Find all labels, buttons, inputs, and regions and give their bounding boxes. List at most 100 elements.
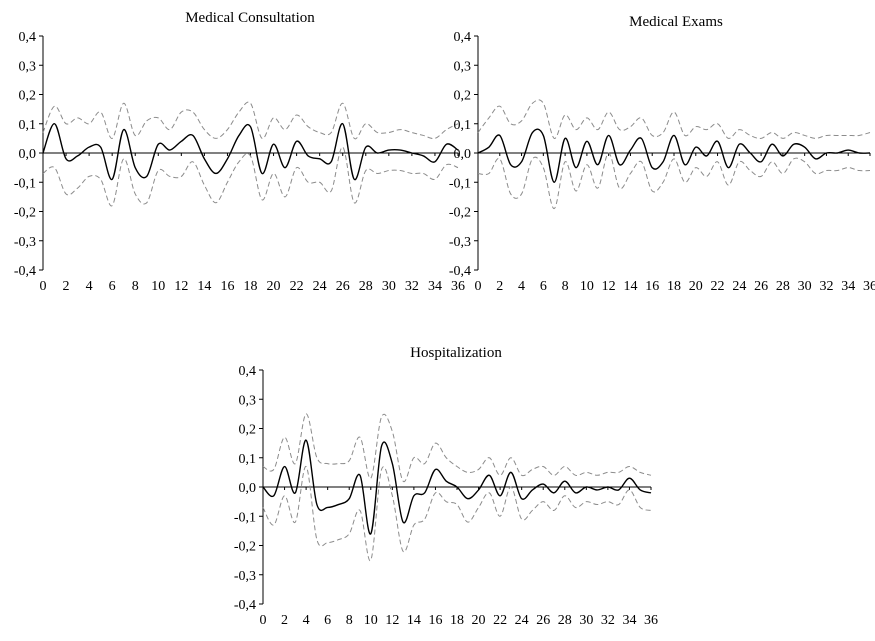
x-tick-label: 6 — [324, 613, 331, 628]
x-tick-label: 22 — [711, 279, 725, 294]
y-tick-label: -0,3 — [234, 569, 256, 584]
x-tick-label: 26 — [536, 613, 550, 628]
x-tick-label: 36 — [863, 279, 875, 294]
x-tick-label: 12 — [385, 613, 399, 628]
x-tick-label: 10 — [364, 613, 378, 628]
y-tick-label: 0,0 — [454, 147, 472, 162]
x-tick-label: 16 — [645, 279, 659, 294]
x-tick-label: 12 — [602, 279, 616, 294]
y-tick-label: -0,1 — [234, 510, 256, 525]
chart-title: Medical Exams — [629, 14, 723, 30]
x-tick-label: 2 — [63, 279, 70, 294]
x-tick-label: 34 — [622, 613, 636, 628]
impulse-response-line — [262, 439, 652, 535]
x-tick-label: 34 — [841, 279, 855, 294]
y-tick-label: 0,1 — [239, 452, 257, 467]
x-tick-label: 36 — [451, 279, 465, 294]
x-tick-label: 32 — [405, 279, 419, 294]
x-tick-label: 28 — [558, 613, 572, 628]
x-tick-label: 8 — [562, 279, 569, 294]
y-tick-label: -0,4 — [449, 264, 471, 279]
x-tick-label: 24 — [732, 279, 746, 294]
x-tick-label: 2 — [496, 279, 503, 294]
y-tick-label: 0,3 — [454, 59, 472, 74]
x-tick-label: 16 — [220, 279, 234, 294]
x-tick-label: 6 — [540, 279, 547, 294]
x-tick-label: 8 — [346, 613, 353, 628]
x-tick-label: 18 — [244, 279, 258, 294]
lower-band-line — [262, 466, 652, 561]
upper-band-line — [262, 413, 652, 483]
y-tick-label: 0,4 — [19, 30, 37, 45]
impulse-response-line — [42, 123, 459, 181]
x-tick-label: 26 — [754, 279, 768, 294]
y-tick-label: -0,1 — [14, 176, 36, 191]
y-tick-label: -0,4 — [234, 598, 256, 613]
x-tick-label: 20 — [689, 279, 703, 294]
x-tick-label: 12 — [174, 279, 188, 294]
x-tick-label: 28 — [776, 279, 790, 294]
y-tick-label: -0,2 — [449, 206, 471, 221]
y-tick-label: 0,2 — [239, 423, 257, 438]
x-tick-label: 0 — [40, 279, 47, 294]
y-tick-label: -0,4 — [14, 264, 36, 279]
x-tick-label: 16 — [428, 613, 442, 628]
y-tick-label: 0,2 — [19, 89, 37, 104]
y-tick-label: -0,2 — [14, 206, 36, 221]
upper-band-line — [477, 99, 871, 139]
x-tick-label: 2 — [281, 613, 288, 628]
y-tick-label: 0,1 — [19, 118, 37, 133]
x-tick-label: 30 — [579, 613, 593, 628]
x-tick-label: 24 — [313, 279, 327, 294]
x-tick-label: 22 — [493, 613, 507, 628]
x-tick-label: 26 — [336, 279, 350, 294]
y-tick-label: -0,3 — [449, 235, 471, 250]
chart-panel-2: Medical Exams 0,4 0,3 0,2 0,1 0,0 -0,1 -0,2 -0,3… — [449, 14, 875, 294]
x-tick-label: 30 — [382, 279, 396, 294]
y-tick-label: -0,2 — [234, 540, 256, 555]
chart-title: Medical Consultation — [185, 10, 315, 26]
lower-band-line — [42, 146, 459, 207]
x-tick-label: 14 — [623, 279, 637, 294]
x-tick-label: 36 — [644, 613, 658, 628]
x-tick-label: 28 — [359, 279, 373, 294]
y-tick-label: -0,1 — [449, 176, 471, 191]
y-tick-label: 0,2 — [454, 89, 472, 104]
chart-panel-3: Hospitalization 0,4 0,3 0,2 0,1 0,0 -0,1 -0,2 -0… — [234, 345, 658, 628]
x-tick-label: 6 — [109, 279, 116, 294]
x-tick-label: 22 — [290, 279, 304, 294]
x-tick-label: 10 — [151, 279, 165, 294]
x-tick-label: 8 — [132, 279, 139, 294]
x-tick-label: 0 — [475, 279, 482, 294]
x-tick-label: 10 — [580, 279, 594, 294]
x-tick-label: 20 — [472, 613, 486, 628]
y-tick-label: 0,3 — [19, 59, 37, 74]
x-tick-label: 30 — [798, 279, 812, 294]
y-tick-label: 0,0 — [239, 481, 257, 496]
x-tick-label: 34 — [428, 279, 442, 294]
y-tick-label: 0,1 — [454, 118, 472, 133]
chart-panel-1: Medical Consultation 0,4 0,3 0,2 0,1 0,0 -0,1 -… — [14, 10, 465, 294]
y-tick-label: -0,3 — [14, 235, 36, 250]
x-tick-label: 18 — [667, 279, 681, 294]
x-tick-label: 14 — [197, 279, 211, 294]
x-tick-label: 32 — [601, 613, 615, 628]
y-tick-label: 0,4 — [454, 30, 472, 45]
y-tick-label: 0,3 — [239, 393, 257, 408]
x-tick-label: 18 — [450, 613, 464, 628]
x-tick-label: 4 — [518, 279, 525, 294]
y-tick-label: 0,4 — [239, 364, 257, 379]
x-tick-label: 0 — [260, 613, 267, 628]
x-tick-label: 4 — [303, 613, 310, 628]
chart-title: Hospitalization — [410, 345, 502, 361]
x-tick-label: 14 — [407, 613, 421, 628]
lower-band-line — [477, 152, 871, 210]
x-tick-label: 20 — [267, 279, 281, 294]
x-tick-label: 24 — [515, 613, 529, 628]
upper-band-line — [42, 101, 459, 140]
x-tick-label: 32 — [819, 279, 833, 294]
impulse-response-line — [477, 128, 871, 183]
y-tick-label: 0,0 — [19, 147, 37, 162]
